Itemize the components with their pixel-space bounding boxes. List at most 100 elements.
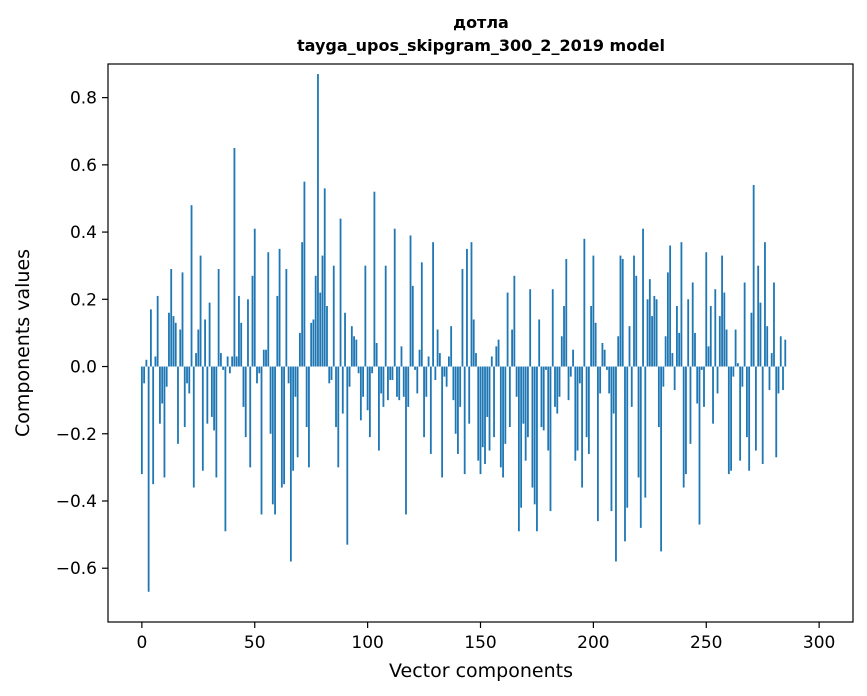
bar [287,366,290,384]
bar [721,255,723,367]
bar [583,238,586,367]
bar [502,366,504,478]
bar [493,366,495,438]
bar [206,366,209,424]
bar [764,242,766,367]
bar [768,366,771,391]
bar [429,366,432,454]
bar [305,366,308,428]
bar [210,366,213,417]
bar [170,269,173,367]
bar [278,248,281,367]
bar [244,366,247,438]
bar [678,332,681,367]
bar [323,188,326,367]
bar [773,282,775,367]
bar [635,275,638,367]
bar [770,353,773,367]
bar [527,366,529,438]
bar [332,265,335,367]
bar [524,366,527,461]
y-tick-label: 0.2 [70,290,97,310]
bar [224,366,227,532]
bar [423,366,425,438]
bar [630,366,633,407]
bar [192,366,195,488]
bar [441,366,444,478]
bar [411,285,414,367]
bar [339,218,342,367]
bar [759,302,762,367]
bar [612,366,615,414]
bar [585,366,588,438]
bar [685,366,687,475]
bar [416,366,419,394]
bar [515,366,518,397]
bar [436,329,439,367]
bar [761,366,764,465]
bar [601,343,604,367]
bar [366,366,369,411]
bar [249,366,252,468]
bar [664,336,667,367]
bar [727,366,730,475]
bar [669,245,672,367]
bar [748,366,751,471]
bar [341,366,344,414]
bar [475,353,477,367]
bar [418,349,421,367]
bar [301,242,304,367]
bar [572,349,574,367]
bar [725,329,728,367]
bar [508,366,511,428]
bar [204,319,206,367]
bar [499,366,502,468]
y-tick-label: −0.2 [56,425,97,445]
bar [292,366,295,471]
bar [183,366,186,428]
bar [319,292,322,367]
bar [262,349,265,367]
bar [452,366,455,401]
bar [253,228,256,367]
bar [296,366,299,458]
bar [698,366,701,525]
bar [723,292,726,367]
bar [660,366,663,552]
bar [637,366,640,478]
bar [504,366,507,444]
bar [348,366,351,387]
bar [140,366,143,475]
bar [235,356,238,367]
bar [653,295,656,367]
bar [777,366,780,394]
bar [477,366,480,461]
bar [447,356,450,367]
bar [538,319,541,367]
bar [547,366,550,451]
y-tick-label: 0.6 [70,156,97,176]
bar [689,366,692,444]
bar [461,269,464,367]
bar [495,346,498,367]
bars-group [140,74,787,592]
bar [484,366,486,465]
y-tick-label: 0.4 [70,223,97,243]
bar [434,366,437,380]
bar [271,366,274,505]
bar [156,295,159,367]
y-axis-label: Components values [12,249,34,437]
bar [676,306,678,367]
bar [511,329,514,367]
bar [560,336,563,367]
bar [587,366,590,454]
bar [779,336,782,367]
bar [201,366,204,471]
bar [506,292,509,367]
bar [368,366,371,438]
bar [425,366,428,397]
bar [432,242,434,367]
bar [314,275,317,367]
bar [294,366,297,397]
bar [529,289,532,367]
